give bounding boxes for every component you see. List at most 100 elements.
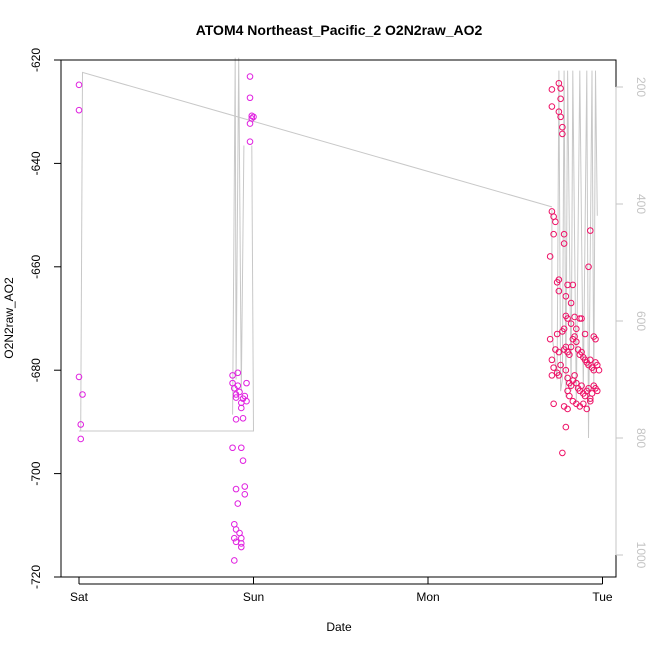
y2-tick-label: 600 [634, 311, 648, 331]
y2-tick-label: 200 [634, 77, 648, 97]
data-point [239, 457, 247, 464]
data-point [239, 414, 247, 422]
data-point [553, 330, 561, 338]
data-point [555, 348, 563, 356]
data-point [559, 123, 566, 131]
plot-frame [60, 59, 617, 578]
data-point [573, 325, 580, 333]
data-point [229, 372, 236, 379]
data-point [232, 526, 240, 533]
data-point [567, 343, 575, 351]
data-point [246, 94, 254, 102]
depth-line-tue [551, 70, 598, 439]
y2-tick-label: 800 [634, 428, 648, 448]
data-point [550, 230, 557, 238]
y-tick-label: -640 [29, 151, 43, 175]
data-point [581, 330, 589, 338]
y-tick-label: -620 [29, 48, 43, 72]
data-point [243, 379, 250, 387]
data-point [548, 356, 556, 364]
data-point [557, 85, 564, 92]
chart-title: ATOM4 Northeast_Pacific_2 O2N2raw_AO2 [196, 22, 483, 38]
data-point [246, 138, 254, 145]
data-point [585, 263, 592, 271]
data-point [237, 404, 245, 412]
data-point [550, 400, 557, 408]
data-point [232, 416, 240, 423]
data-point [562, 423, 570, 431]
data-point [237, 444, 245, 452]
data-point [75, 373, 83, 381]
data-point [236, 388, 243, 396]
data-point [557, 95, 564, 103]
data-point [77, 421, 85, 428]
data-point [234, 382, 242, 390]
data-point [234, 369, 242, 377]
data-point [555, 108, 563, 115]
data-point [583, 405, 591, 413]
data-point [559, 449, 566, 457]
depth-line-bottom [80, 145, 255, 432]
depth-line-main [79, 71, 553, 432]
x-tick-label: Tue [592, 590, 613, 604]
x-tick-label: Mon [416, 590, 439, 604]
x-tick-label: Sun [243, 590, 264, 604]
data-point [559, 328, 566, 335]
data-point [564, 315, 571, 322]
x-tick-label: Sat [70, 590, 89, 604]
data-point [548, 372, 556, 379]
data-point [231, 557, 238, 564]
data-point [250, 113, 257, 121]
data-point [555, 287, 563, 295]
data-point [585, 384, 592, 392]
data-point [562, 292, 570, 300]
data-point [566, 392, 573, 400]
data-point [566, 351, 573, 358]
data-point [586, 356, 594, 364]
y-tick-label: -680 [29, 358, 43, 382]
y2-tick-label: 400 [634, 194, 648, 214]
data-point [595, 366, 603, 374]
data-point [77, 435, 85, 443]
data-point [552, 218, 559, 226]
data-point [578, 315, 585, 322]
data-point [557, 361, 564, 369]
depth-line-sun [232, 57, 245, 415]
data-point [567, 320, 575, 327]
data-point [588, 390, 596, 397]
data-point [229, 444, 236, 452]
plot-layer: Sat Sun Mon Tue -620 -640 -660 -680 -700 -720 200 4… [29, 48, 648, 604]
data-point [241, 483, 249, 490]
data-point [243, 397, 250, 405]
data-point [571, 372, 578, 379]
data-point [560, 240, 568, 247]
y2-tick-label: 1000 [634, 542, 648, 569]
data-point [586, 227, 594, 234]
data-point [578, 382, 585, 390]
data-point [232, 485, 240, 493]
data-point [546, 335, 554, 343]
data-point [241, 490, 249, 498]
data-point [593, 387, 601, 395]
data-point [586, 397, 594, 405]
data-point [548, 103, 556, 110]
data-point [75, 106, 83, 114]
data-point [231, 534, 238, 542]
data-point [580, 400, 587, 408]
data-point [559, 130, 566, 138]
data-point [573, 338, 580, 346]
data-point [232, 394, 240, 401]
data-point [567, 299, 575, 307]
data-point [569, 281, 577, 289]
data-point [246, 73, 254, 80]
data-point [246, 120, 254, 127]
data-point [564, 405, 571, 413]
data-point [237, 543, 245, 551]
data-point [553, 279, 561, 286]
data-point [562, 366, 570, 374]
y-tick-label: -700 [29, 461, 43, 485]
data-point [237, 540, 245, 547]
data-point [75, 81, 83, 89]
